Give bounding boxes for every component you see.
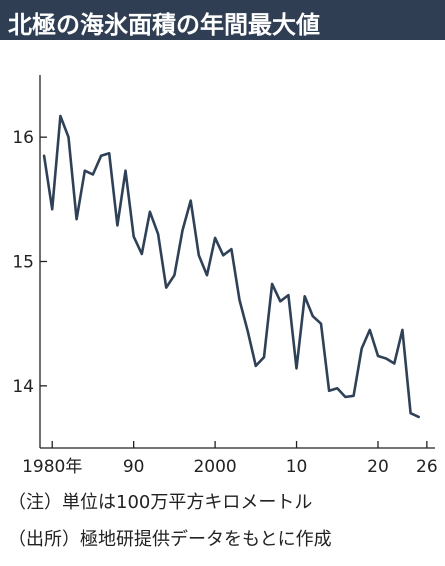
x-tick-label: 1980年 [22,457,82,477]
chart-title: 北極の海氷面積の年間最大値 [8,11,320,39]
source-note: （出所）極地研提供データをもとに作成 [8,529,332,550]
y-tick-label: 15 [12,253,34,273]
title-bar: 北極の海氷面積の年間最大値 [0,0,445,40]
y-tick-label: 14 [12,377,34,397]
x-axis-ticks: 1980年 90 2000 10 20 26 [22,441,438,477]
x-tick-label: 2000 [193,457,236,477]
chart-axes [39,75,435,449]
y-axis-ticks: 14 15 16 [12,128,47,397]
y-tick-label: 16 [12,128,34,148]
x-tick-label: 26 [416,457,438,477]
series-group [42,114,421,419]
x-tick-label: 90 [123,457,145,477]
x-tick-label: 20 [367,457,389,477]
x-tick-label: 10 [286,457,308,477]
unit-note: （注）単位は100万平方キロメートル [8,492,313,513]
series-line [42,114,421,419]
